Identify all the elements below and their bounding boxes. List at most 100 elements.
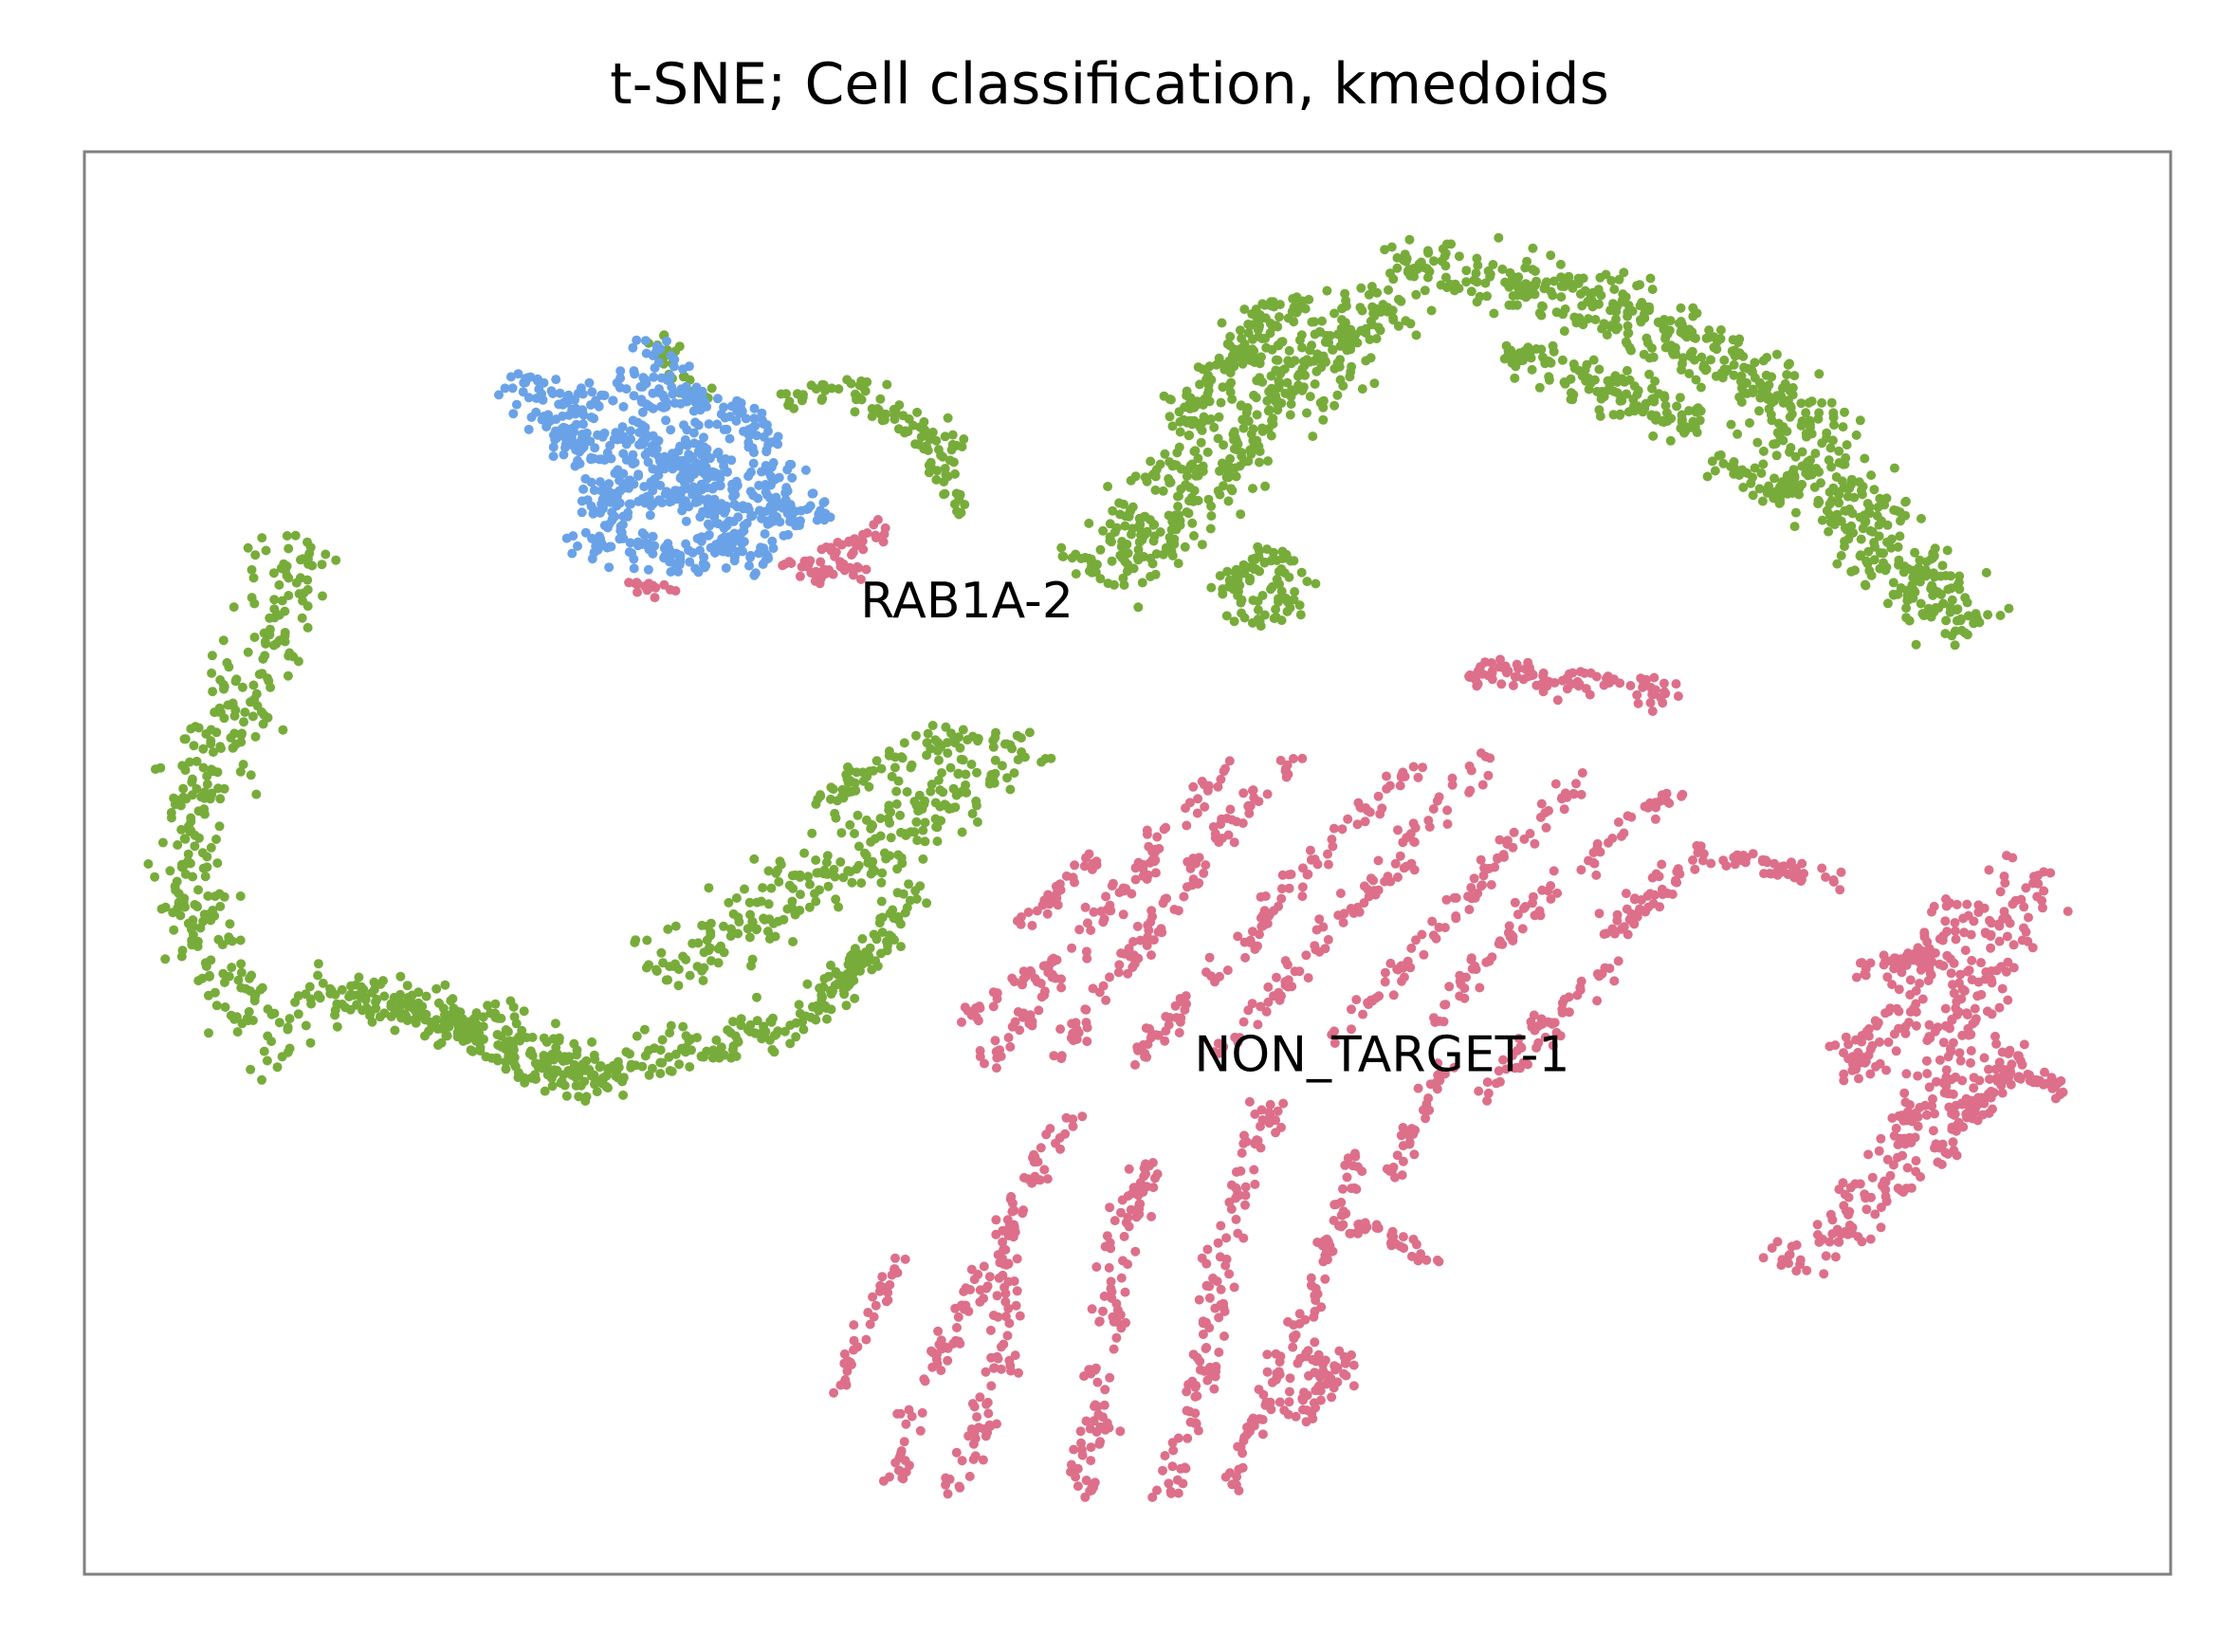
data-point [1466, 286, 1476, 297]
data-point [340, 1002, 351, 1013]
data-point [1527, 364, 1537, 375]
data-point [298, 554, 308, 564]
data-point [247, 593, 257, 603]
data-point [1512, 659, 1522, 670]
data-point [1750, 373, 1760, 383]
data-point [1573, 278, 1584, 288]
data-point [993, 1312, 1003, 1322]
data-point [1160, 894, 1170, 905]
data-point [1709, 332, 1719, 342]
data-point [982, 1397, 993, 1407]
data-point [1490, 862, 1500, 872]
data-point [745, 550, 756, 560]
data-point [1541, 277, 1551, 287]
data-point [1215, 571, 1225, 581]
data-point [604, 562, 614, 573]
data-point [1594, 364, 1605, 375]
data-point [1336, 1197, 1347, 1207]
data-point [1813, 495, 1824, 505]
data-point [1231, 1214, 1241, 1224]
data-point [871, 756, 882, 766]
data-point [219, 978, 229, 987]
data-point [1486, 658, 1496, 668]
data-point [681, 539, 691, 549]
data-point [1583, 297, 1593, 306]
data-point [1810, 449, 1821, 459]
data-point [596, 499, 607, 509]
data-point [1409, 836, 1420, 847]
data-point [826, 782, 836, 793]
data-point [881, 854, 891, 864]
data-point [282, 531, 292, 541]
data-point [656, 947, 667, 958]
data-point [1872, 510, 1882, 521]
data-point [1250, 1109, 1260, 1119]
data-point [402, 1016, 413, 1026]
data-point [1660, 400, 1671, 411]
data-point [1636, 317, 1646, 327]
data-point [937, 768, 946, 778]
data-point [1119, 1231, 1129, 1241]
data-point [1497, 264, 1508, 274]
data-point [1023, 908, 1034, 917]
data-point [823, 971, 834, 982]
data-point [792, 389, 802, 399]
data-point [1366, 353, 1376, 363]
data-point [1550, 779, 1561, 789]
data-point [919, 444, 929, 454]
data-point [1790, 451, 1801, 462]
data-point [1265, 1099, 1275, 1110]
data-point [891, 798, 902, 809]
data-point [1279, 1405, 1290, 1416]
data-point [1846, 566, 1857, 577]
data-point [938, 451, 948, 462]
data-point [749, 854, 760, 864]
data-point [1688, 311, 1698, 321]
data-point [1002, 773, 1012, 783]
data-point [978, 1455, 988, 1465]
data-point [1681, 422, 1692, 432]
data-point [1838, 459, 1848, 469]
data-point [1209, 422, 1220, 432]
data-point [1091, 1363, 1101, 1373]
data-point [235, 766, 246, 777]
data-point [1510, 373, 1520, 383]
data-point [1165, 457, 1175, 468]
data-point [1454, 251, 1464, 262]
data-point [1893, 589, 1903, 599]
data-point [798, 1024, 809, 1035]
data-point [1943, 584, 1953, 595]
data-point [1218, 382, 1228, 393]
data-point [1173, 1488, 1183, 1498]
data-point [493, 1013, 504, 1023]
data-point [1003, 1033, 1014, 1043]
data-point [1280, 956, 1291, 966]
data-point [830, 872, 840, 882]
data-point [1086, 1456, 1096, 1466]
data-point [693, 485, 703, 494]
data-point [726, 924, 736, 934]
data-point [1624, 342, 1635, 353]
data-point [912, 835, 923, 846]
data-point [906, 827, 916, 837]
data-point [1941, 615, 1952, 626]
data-point [1236, 1166, 1246, 1176]
data-point [564, 431, 575, 442]
data-point [243, 1016, 253, 1026]
data-point [667, 1066, 677, 1076]
data-point [1339, 909, 1349, 919]
data-point [1878, 494, 1888, 505]
data-point [269, 595, 280, 605]
data-point [814, 509, 824, 520]
data-point [1314, 914, 1325, 925]
data-point [1860, 517, 1870, 527]
data-point [1684, 406, 1694, 416]
data-point [1091, 856, 1102, 867]
data-point [1130, 1059, 1140, 1070]
data-point [1475, 982, 1485, 993]
data-point [838, 872, 849, 883]
data-point [640, 450, 651, 460]
data-point [669, 387, 679, 397]
data-point [1910, 547, 1920, 558]
data-point [834, 384, 844, 395]
